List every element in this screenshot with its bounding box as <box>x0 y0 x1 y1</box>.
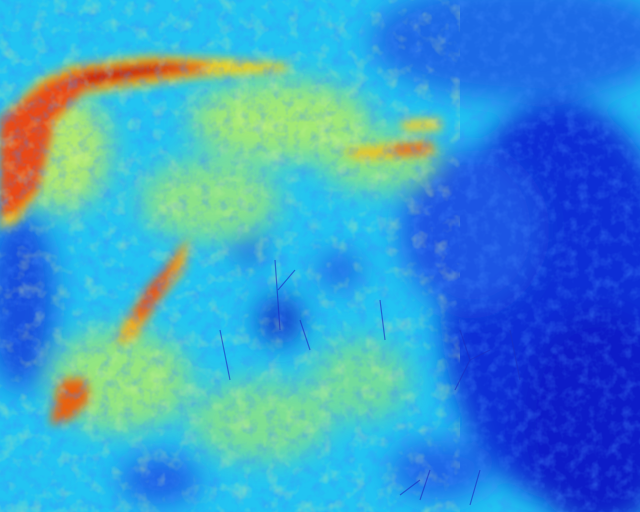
branches <box>219 259 521 506</box>
warm-texture <box>0 0 460 512</box>
